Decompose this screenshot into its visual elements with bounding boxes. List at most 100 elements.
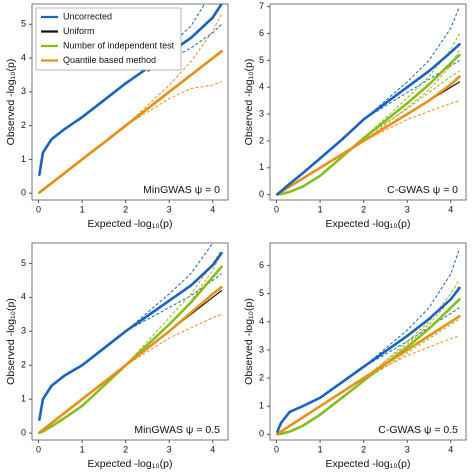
y-tick-label: 6 xyxy=(259,28,264,38)
series-line xyxy=(276,43,461,196)
series-line xyxy=(38,50,223,194)
y-axis-label: Observed -log₁₀(p) xyxy=(243,59,255,146)
band-line xyxy=(125,81,222,127)
y-tick-label: 2 xyxy=(259,135,264,145)
y-axis-label: Observed -log₁₀(p) xyxy=(5,298,17,385)
x-tick-label: 3 xyxy=(405,444,410,454)
band-line xyxy=(363,6,460,120)
y-tick-label: 5 xyxy=(21,258,26,268)
y-tick-label: 1 xyxy=(259,401,264,411)
x-tick-label: 3 xyxy=(167,204,172,214)
band-line xyxy=(363,70,460,139)
y-tick-label: 5 xyxy=(259,288,264,298)
y-tick-label: 4 xyxy=(259,82,264,92)
x-tick-label: 1 xyxy=(80,444,85,454)
y-tick-label: 5 xyxy=(259,55,264,65)
annotation: MinGWAS ψ = 0.5 xyxy=(134,424,220,436)
x-tick-label: 2 xyxy=(361,444,366,454)
legend-label: Quantile based method xyxy=(63,55,156,65)
x-tick-label: 4 xyxy=(210,204,215,214)
x-tick-label: 1 xyxy=(318,204,323,214)
plot-frame xyxy=(269,3,467,201)
band-line xyxy=(363,307,460,368)
annotation: C-GWAS ψ = 0 xyxy=(387,184,458,196)
y-tick-label: 7 xyxy=(259,1,264,11)
x-tick-label: 2 xyxy=(361,204,366,214)
y-tick-label: 4 xyxy=(21,52,26,62)
x-tick-label: 2 xyxy=(123,444,128,454)
y-tick-label: 5 xyxy=(21,19,26,29)
y-tick-label: 2 xyxy=(21,360,26,370)
band-line xyxy=(363,279,460,382)
x-tick-label: 4 xyxy=(210,444,215,454)
annotation: MinGWAS ψ = 0 xyxy=(143,184,220,196)
series-line xyxy=(38,4,223,176)
y-tick-label: 3 xyxy=(21,326,26,336)
band-line xyxy=(363,49,460,142)
y-tick-label: 0 xyxy=(21,428,26,438)
x-axis-label: Expected -log₁₀(p) xyxy=(88,458,173,470)
y-tick-label: 4 xyxy=(259,316,264,326)
y-tick-label: 1 xyxy=(21,394,26,404)
x-tick-label: 0 xyxy=(36,444,41,454)
band-line xyxy=(363,318,460,382)
x-tick-label: 0 xyxy=(274,204,279,214)
band-line xyxy=(125,13,222,127)
x-tick-label: 2 xyxy=(123,204,128,214)
x-tick-label: 4 xyxy=(448,444,453,454)
plot-layer xyxy=(38,243,223,435)
x-tick-label: 3 xyxy=(167,444,172,454)
band-line xyxy=(125,243,214,332)
x-tick-label: 4 xyxy=(448,204,453,214)
y-axis-label: Observed -log₁₀(p) xyxy=(5,59,17,146)
x-axis-label: Expected -log₁₀(p) xyxy=(326,458,411,470)
y-tick-label: 3 xyxy=(21,86,26,96)
series-line xyxy=(276,298,461,436)
series-line xyxy=(276,314,461,436)
y-tick-label: 3 xyxy=(259,108,264,118)
y-tick-label: 4 xyxy=(21,292,26,302)
series-line xyxy=(38,285,223,434)
annotation: C-GWAS ψ = 0.5 xyxy=(378,424,458,436)
y-tick-label: 1 xyxy=(259,162,264,172)
y-tick-label: 1 xyxy=(21,154,26,164)
band-line xyxy=(363,33,460,139)
series-line xyxy=(38,251,223,421)
plot-layer xyxy=(276,6,461,196)
legend: Uncorrected Uniform Number of independent … xyxy=(35,7,182,71)
series-line xyxy=(276,53,461,196)
legend-box xyxy=(35,7,182,71)
y-tick-label: 2 xyxy=(259,372,264,382)
series-line xyxy=(276,286,461,433)
band-line xyxy=(363,248,460,368)
band-line xyxy=(125,249,222,366)
y-tick-label: 0 xyxy=(259,429,264,439)
plot-frame xyxy=(269,242,467,441)
y-tick-label: 6 xyxy=(259,260,264,270)
legend-label: Uncorrected xyxy=(63,11,112,21)
series-line xyxy=(38,265,223,435)
x-tick-label: 0 xyxy=(36,204,41,214)
band-line xyxy=(125,313,222,366)
plot-frame xyxy=(31,242,229,441)
plot-layer xyxy=(276,248,461,436)
x-tick-label: 0 xyxy=(274,444,279,454)
x-tick-label: 1 xyxy=(318,444,323,454)
x-tick-label: 1 xyxy=(80,204,85,214)
y-axis-label: Observed -log₁₀(p) xyxy=(243,298,255,385)
x-axis-label: Expected -log₁₀(p) xyxy=(88,218,173,230)
band-line xyxy=(363,100,460,142)
band-line xyxy=(125,273,222,332)
x-tick-label: 3 xyxy=(405,204,410,214)
y-tick-label: 0 xyxy=(21,188,26,198)
series-line xyxy=(276,75,461,196)
band-line xyxy=(363,335,460,379)
y-tick-label: 3 xyxy=(259,344,264,354)
x-axis-label: Expected -log₁₀(p) xyxy=(326,218,411,230)
plot-frame xyxy=(31,3,229,201)
legend-label: Uniform xyxy=(63,26,95,36)
y-tick-label: 2 xyxy=(21,120,26,130)
y-tick-label: 0 xyxy=(259,189,264,199)
band-line xyxy=(363,59,460,120)
